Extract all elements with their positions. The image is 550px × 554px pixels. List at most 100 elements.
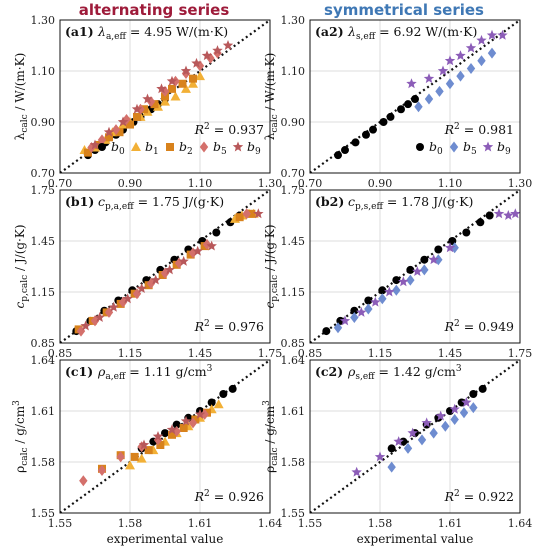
point-b0 <box>378 286 387 295</box>
point-b5 <box>118 296 128 308</box>
axes-frame <box>59 19 271 174</box>
point-b0 <box>411 95 419 104</box>
legend: b0 b5 b9 <box>416 139 511 157</box>
point-b1 <box>181 83 191 93</box>
point-b9 <box>152 431 164 441</box>
y-tick-label: 1.64 <box>281 354 306 367</box>
point-b5 <box>435 85 444 97</box>
markers <box>322 208 520 336</box>
point-b9 <box>465 42 477 53</box>
axes-frame <box>309 189 521 344</box>
panel-a1: 0.700.70 0.90 0.90 1.10 1.10 1.30 1.30 λcalc / … <box>13 14 282 190</box>
point-b9 <box>166 424 178 435</box>
point-b5 <box>350 312 359 323</box>
point-b9 <box>142 93 153 104</box>
point-b5 <box>456 70 465 82</box>
effective-value-annotation: λa,eff = 4.95 W/(m·K) <box>97 24 228 42</box>
point-b5 <box>160 85 170 97</box>
legend-label-b9s: b9 <box>497 139 511 157</box>
y-tick-label: 0.90 <box>31 116 56 129</box>
legend-marker-b9s <box>482 141 494 152</box>
x-tick-label: 1.15 <box>368 347 393 360</box>
point-b9 <box>510 208 520 219</box>
point-b0 <box>397 105 405 114</box>
point-b5 <box>487 47 497 59</box>
point-b5 <box>477 55 486 67</box>
point-b2 <box>133 112 141 121</box>
point-b0 <box>404 100 412 109</box>
point-b5 <box>188 417 198 429</box>
point-b2 <box>168 84 176 93</box>
point-b2 <box>189 74 197 83</box>
identity-line <box>60 20 270 173</box>
point-b9 <box>108 301 119 312</box>
point-b9 <box>407 427 418 438</box>
point-b0 <box>212 228 221 237</box>
point-b5 <box>90 315 100 327</box>
markers <box>72 208 264 337</box>
point-b9 <box>393 436 404 447</box>
x-tick-label: 1.15 <box>118 347 143 360</box>
legend-marker-b2 <box>166 143 174 151</box>
point-b1 <box>125 460 135 470</box>
effective-value-annotation: cp,s,eff = 1.78 J/(g·K) <box>348 194 473 212</box>
x-tick-label: 1.58 <box>368 517 393 530</box>
point-b2 <box>235 213 244 222</box>
point-b0 <box>392 276 401 285</box>
y-tick-label: 1.55 <box>31 507 56 520</box>
point-b9 <box>178 255 189 266</box>
x-tick-label: 1.75 <box>258 347 283 360</box>
point-b2 <box>191 415 200 424</box>
point-b9 <box>461 397 472 407</box>
panel-id: (a2) <box>315 24 344 39</box>
y-tick-label: 1.30 <box>31 14 56 27</box>
point-b5 <box>403 442 413 454</box>
r-squared: R2 = 0.937 <box>194 122 264 137</box>
point-b5 <box>469 402 478 414</box>
y-tick-label: 1.75 <box>31 184 56 197</box>
point-b2 <box>247 209 256 218</box>
x-tick-label: 1.61 <box>188 517 213 530</box>
point-b9 <box>192 245 203 256</box>
point-b9 <box>437 65 449 76</box>
markers <box>334 29 508 160</box>
point-b2 <box>94 140 103 149</box>
point-b5 <box>146 96 156 108</box>
point-b5 <box>441 420 450 432</box>
point-b5 <box>333 322 343 334</box>
y-tick-label: 1.10 <box>31 65 56 78</box>
point-b0 <box>364 296 373 305</box>
axes-frame <box>309 19 521 174</box>
x-tick-label: 1.75 <box>508 347 533 360</box>
point-b5 <box>242 208 251 220</box>
panel-c2: 1.551.55 1.58 1.58 1.61 1.61 1.64 1.64 ρcalc / … <box>262 354 532 546</box>
panel-id: (b1) <box>65 194 94 209</box>
legend-marker-b5 <box>199 141 209 153</box>
legend-label-b1: b1 <box>145 139 159 157</box>
point-b0 <box>341 146 349 155</box>
point-b5 <box>132 288 142 300</box>
legend-label-b0: b0 <box>429 139 443 157</box>
point-b9 <box>493 208 505 219</box>
x-tick-label: 1.30 <box>508 177 533 190</box>
point-b9 <box>449 403 460 414</box>
point-b0 <box>379 118 388 126</box>
y-tick-label: 0.70 <box>31 167 56 180</box>
point-b1 <box>136 453 147 463</box>
point-b9 <box>122 293 133 304</box>
point-b9 <box>351 466 362 477</box>
point-b5 <box>466 62 476 74</box>
x-tick-label: 1.45 <box>188 347 213 360</box>
y-axis-label: cp,calc / J/(g·K) <box>263 224 280 308</box>
panel-b2: 0.850.85 1.15 1.15 1.45 1.45 1.75 1.75 cp,calc … <box>263 184 532 360</box>
point-b0 <box>476 218 485 227</box>
column-title-symmetrical: symmetrical series <box>324 1 484 19</box>
point-b0 <box>434 245 443 254</box>
point-b2 <box>156 441 165 449</box>
point-b9 <box>455 50 466 61</box>
y-axis-label: ρcalc / g/cm3 <box>12 400 30 473</box>
identity-line <box>310 360 520 513</box>
point-b5 <box>414 101 423 113</box>
r-squared: R2 = 0.949 <box>444 319 514 334</box>
panel-c1: 1.551.55 1.58 1.58 1.61 1.61 1.64 1.64 ρcalc / … <box>12 354 282 546</box>
